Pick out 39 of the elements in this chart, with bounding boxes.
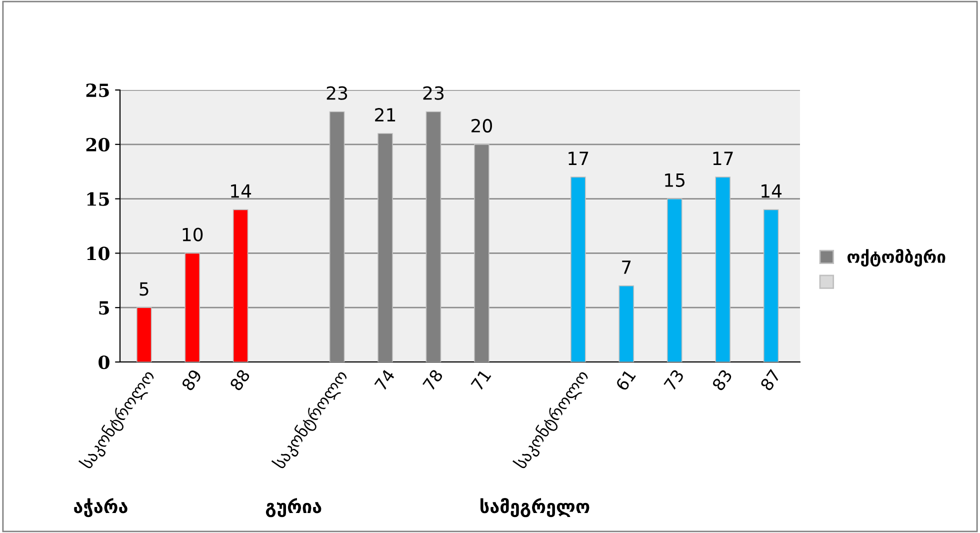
y-tick-label: 20 [86, 138, 110, 152]
bar [618, 285, 634, 362]
x-tick-label: 71 [470, 369, 492, 392]
legend-label: ოქტომბერი [847, 248, 946, 267]
x-tick-label: 74 [374, 368, 396, 392]
x-tick-label: 83 [712, 368, 733, 392]
x-tick-label: 73 [663, 368, 684, 392]
text: სამეგრელო [480, 498, 590, 518]
x-tick-label: 78 [422, 368, 444, 392]
y-tick-label: 10 [87, 246, 110, 260]
bar [715, 176, 730, 362]
x-tick-label: 61 [615, 368, 636, 392]
bar [136, 307, 152, 362]
x-tick-label: 89 [181, 368, 202, 392]
y-tick-label: 0 [98, 355, 110, 370]
bar [666, 198, 682, 362]
data-label: 15 [665, 174, 685, 187]
data-label: 14 [762, 184, 782, 198]
y-tick-label: 25 [86, 83, 109, 98]
data-label: 17 [568, 152, 588, 165]
y-tick-label: 5 [99, 301, 109, 315]
x-tick-label: 88 [229, 368, 250, 392]
data-label: 20 [472, 118, 492, 133]
text: გურია [266, 498, 322, 518]
text: აჭარა [74, 498, 128, 518]
bar [570, 176, 586, 362]
data-label: 23 [423, 86, 444, 100]
data-label: 23 [326, 86, 348, 100]
data-label: 5 [140, 282, 148, 296]
data-label: 7 [622, 260, 631, 274]
bar [763, 209, 779, 362]
data-label: 10 [182, 228, 203, 242]
data-label: 17 [713, 152, 733, 165]
data-label: 21 [375, 108, 396, 122]
data-label: 14 [231, 184, 252, 198]
bar [232, 209, 248, 362]
y-tick-label: 15 [87, 192, 109, 206]
x-tick-label: 87 [760, 368, 781, 392]
bar [184, 252, 200, 362]
